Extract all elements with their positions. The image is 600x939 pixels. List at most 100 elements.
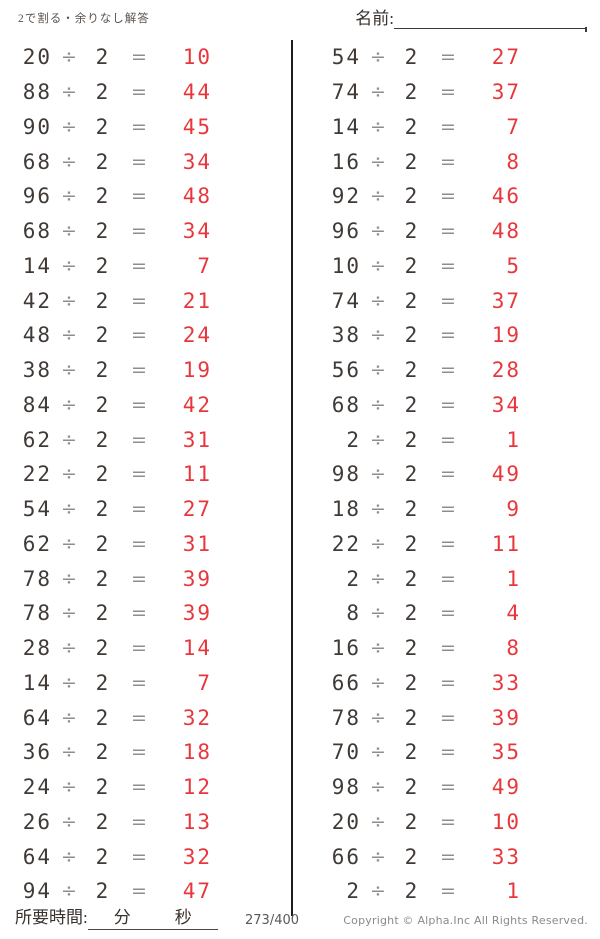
divide-sign: ÷ <box>370 185 386 208</box>
problem-row: 94 ÷ 2 = 47 <box>8 874 291 909</box>
equals-sign: = <box>131 46 147 69</box>
divide-sign: ÷ <box>61 185 77 208</box>
problem-row: 54 ÷ 2 = 27 <box>317 40 600 75</box>
worksheet-title: 2で割る・余りなし解答 <box>18 13 150 25</box>
problem-row: 20 ÷ 2 = 10 <box>317 805 600 840</box>
problem-row: 68 ÷ 2 = 34 <box>317 388 600 423</box>
divisor: 2 <box>404 80 418 105</box>
divisor: 2 <box>95 80 109 105</box>
equals-sign: = <box>440 81 456 104</box>
equals-sign: = <box>131 254 147 277</box>
divide-sign: ÷ <box>370 359 386 382</box>
answer: 24 <box>182 323 212 348</box>
divisor: 2 <box>95 636 109 661</box>
answer: 9 <box>506 497 521 522</box>
divide-sign: ÷ <box>61 359 77 382</box>
divide-sign: ÷ <box>370 324 386 347</box>
dividend: 16 <box>331 149 361 174</box>
divisor: 2 <box>404 184 418 209</box>
problem-row: 8 ÷ 2 = 4 <box>317 596 600 631</box>
problem-row: 78 ÷ 2 = 39 <box>8 596 291 631</box>
dividend: 68 <box>22 219 52 244</box>
equals-sign: = <box>131 880 147 903</box>
equals-sign: = <box>131 220 147 243</box>
dividend: 70 <box>331 740 361 765</box>
time-underline[interactable]: 分秒 <box>87 903 218 930</box>
dividend: 14 <box>22 670 52 695</box>
answer: 12 <box>182 775 212 800</box>
answer: 34 <box>182 219 212 244</box>
divisor: 2 <box>95 219 109 244</box>
equals-sign: = <box>440 776 456 799</box>
divide-sign: ÷ <box>61 845 77 868</box>
equals-sign: = <box>440 393 456 416</box>
minutes-label: 分 <box>113 908 131 927</box>
divisor: 2 <box>404 288 418 313</box>
time-field: 所要時間: 分秒 <box>15 903 218 930</box>
divide-sign: ÷ <box>370 150 386 173</box>
problem-row: 98 ÷ 2 = 49 <box>317 457 600 492</box>
answer: 21 <box>182 288 212 313</box>
dividend: 24 <box>22 775 52 800</box>
dividend: 78 <box>22 566 52 591</box>
answer: 47 <box>182 879 212 904</box>
answer: 1 <box>506 427 521 452</box>
divide-sign: ÷ <box>370 810 386 833</box>
problem-row: 66 ÷ 2 = 33 <box>317 666 600 701</box>
problem-row: 2 ÷ 2 = 1 <box>317 422 600 457</box>
problem-row: 16 ÷ 2 = 8 <box>317 631 600 666</box>
equals-sign: = <box>440 637 456 660</box>
dividend: 96 <box>22 184 52 209</box>
dividend: 20 <box>331 809 361 834</box>
answer: 31 <box>182 427 212 452</box>
answer: 19 <box>182 358 212 383</box>
answer: 11 <box>182 462 212 487</box>
divide-sign: ÷ <box>61 880 77 903</box>
divisor: 2 <box>404 149 418 174</box>
dividend: 78 <box>22 601 52 626</box>
problem-row: 84 ÷ 2 = 42 <box>8 388 291 423</box>
equals-sign: = <box>131 637 147 660</box>
divisor: 2 <box>404 636 418 661</box>
equals-sign: = <box>131 741 147 764</box>
answer: 34 <box>182 149 212 174</box>
dividend: 36 <box>22 740 52 765</box>
dividend: 68 <box>22 149 52 174</box>
answer: 33 <box>491 670 521 695</box>
divide-sign: ÷ <box>370 46 386 69</box>
divisor: 2 <box>95 566 109 591</box>
problem-row: 78 ÷ 2 = 39 <box>8 561 291 596</box>
equals-sign: = <box>440 845 456 868</box>
divisor: 2 <box>95 149 109 174</box>
divide-sign: ÷ <box>61 324 77 347</box>
divide-sign: ÷ <box>61 150 77 173</box>
answer: 37 <box>491 80 521 105</box>
problem-row: 20 ÷ 2 = 10 <box>8 40 291 75</box>
equals-sign: = <box>440 254 456 277</box>
divisor: 2 <box>404 775 418 800</box>
answer: 37 <box>491 288 521 313</box>
problem-row: 18 ÷ 2 = 9 <box>317 492 600 527</box>
divide-sign: ÷ <box>370 498 386 521</box>
dividend: 38 <box>22 358 52 383</box>
problems-column-left: 20 ÷ 2 = 10 88 ÷ 2 = 44 90 ÷ 2 = 45 68 ÷ 2 = 34 96 ÷ 2 = 48 68 ÷ 2 =… <box>0 40 291 918</box>
divide-sign: ÷ <box>370 567 386 590</box>
name-underline[interactable] <box>394 8 587 32</box>
divisor: 2 <box>95 775 109 800</box>
answer: 34 <box>491 392 521 417</box>
equals-sign: = <box>131 532 147 555</box>
divisor: 2 <box>404 531 418 556</box>
answer: 32 <box>182 705 212 730</box>
problem-row: 64 ÷ 2 = 32 <box>8 700 291 735</box>
answer: 31 <box>182 531 212 556</box>
answer: 10 <box>182 45 212 70</box>
divisor: 2 <box>404 427 418 452</box>
divide-sign: ÷ <box>61 532 77 555</box>
divide-sign: ÷ <box>61 46 77 69</box>
answer: 13 <box>182 809 212 834</box>
dividend: 78 <box>331 705 361 730</box>
answer: 7 <box>506 114 521 139</box>
answer: 35 <box>491 740 521 765</box>
problem-row: 28 ÷ 2 = 14 <box>8 631 291 666</box>
